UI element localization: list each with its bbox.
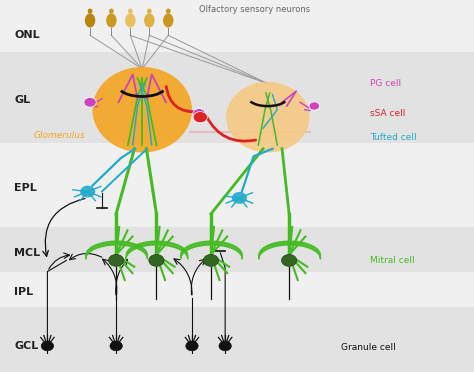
Bar	[0, 227, 474, 272]
Ellipse shape	[226, 82, 310, 153]
Ellipse shape	[106, 13, 117, 28]
Text: GL: GL	[14, 96, 30, 105]
Circle shape	[193, 112, 207, 123]
Ellipse shape	[109, 9, 114, 14]
Text: Tufted cell: Tufted cell	[370, 133, 416, 142]
Text: Glomerulus: Glomerulus	[33, 131, 85, 140]
Circle shape	[149, 254, 164, 266]
Ellipse shape	[88, 9, 92, 14]
Circle shape	[219, 341, 231, 351]
Circle shape	[232, 192, 247, 204]
Circle shape	[309, 102, 319, 110]
Bar	[0, 143, 474, 227]
Text: EPL: EPL	[14, 183, 37, 193]
Ellipse shape	[144, 13, 155, 28]
Circle shape	[109, 254, 124, 266]
Bar	[0, 52, 474, 143]
Text: Mitral cell: Mitral cell	[370, 256, 414, 265]
Ellipse shape	[92, 67, 192, 153]
Text: Olfactory sensory neurons: Olfactory sensory neurons	[199, 5, 310, 14]
Text: sSA cell: sSA cell	[370, 109, 405, 118]
Circle shape	[193, 109, 205, 118]
Text: ONL: ONL	[14, 31, 40, 40]
Text: IPL: IPL	[14, 287, 33, 297]
Ellipse shape	[125, 13, 136, 28]
Ellipse shape	[85, 13, 95, 28]
Circle shape	[186, 341, 198, 351]
Bar	[0, 272, 474, 307]
Text: MCL: MCL	[14, 248, 40, 258]
Circle shape	[80, 186, 95, 198]
Circle shape	[203, 254, 219, 266]
Circle shape	[41, 341, 54, 351]
Bar	[0, 0, 474, 52]
Ellipse shape	[166, 9, 171, 14]
Circle shape	[84, 97, 96, 107]
Text: Granule cell: Granule cell	[341, 343, 396, 352]
Text: PG cell: PG cell	[370, 79, 401, 88]
Circle shape	[282, 254, 297, 266]
Circle shape	[110, 341, 122, 351]
Ellipse shape	[147, 9, 152, 14]
Ellipse shape	[128, 9, 133, 14]
Ellipse shape	[163, 13, 173, 28]
Bar	[0, 307, 474, 372]
Text: GCL: GCL	[14, 341, 38, 351]
